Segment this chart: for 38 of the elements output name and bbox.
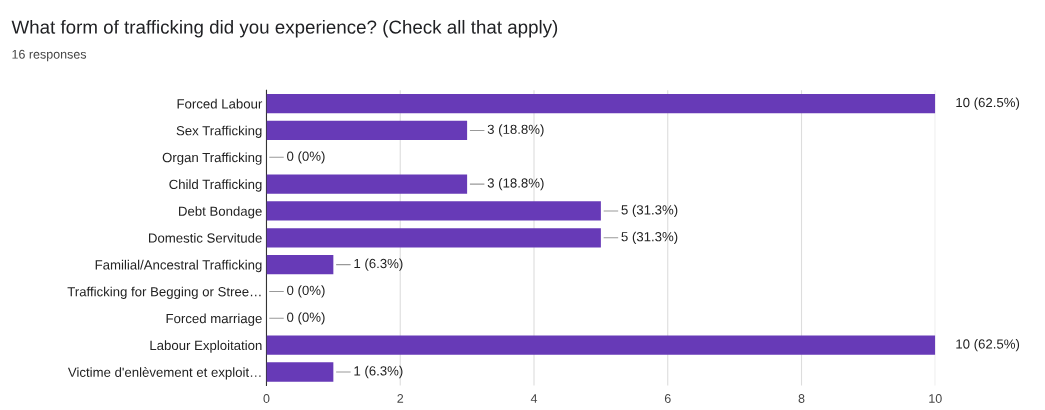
data-label: 0 (0%): [287, 151, 325, 164]
bar: [266, 335, 936, 355]
data-label: 0 (0%): [287, 312, 325, 325]
data-label: 10 (62.5%): [956, 339, 1020, 352]
data-label: 5 (31.3%): [621, 204, 678, 218]
bar: [266, 228, 601, 248]
y-tick-label: Child Trafficking: [169, 179, 262, 192]
y-tick-label: Labour Exploitation: [150, 340, 262, 353]
y-tick-label: Forced Labour: [177, 98, 263, 109]
data-label: 0 (0%): [287, 285, 325, 298]
y-tick-label: Debt Bondage: [179, 206, 262, 219]
bar: [266, 93, 936, 114]
y-tick-label: Trafficking for Begging or Stree…: [67, 286, 261, 299]
x-tick-label: 8: [798, 394, 805, 403]
bar: [266, 120, 468, 141]
data-label: 10 (62.5%): [956, 97, 1020, 110]
data-label: 1 (6.3%): [354, 365, 403, 379]
bar: [266, 254, 334, 275]
y-tick-label: Domestic Servitude: [149, 233, 262, 243]
x-tick-label: 4: [530, 394, 538, 403]
chart-title: What form of trafficking did you experience? (Check all that apply): [11, 19, 558, 38]
bar: [266, 174, 468, 194]
y-tick-label: Sex Trafficking: [176, 125, 262, 138]
data-label: 3 (18.8%): [487, 177, 544, 191]
text: 16 responses: [12, 49, 87, 62]
y-tick-label: Organ Trafficking: [162, 152, 262, 165]
data-label: 1 (6.3%): [354, 258, 403, 271]
x-tick-label: 6: [664, 394, 671, 403]
y-tick-label: Forced marriage: [166, 313, 262, 326]
bar: [266, 201, 601, 221]
x-tick-label: 2: [397, 394, 404, 403]
bar: [266, 362, 334, 382]
data-label: 5 (31.3%): [621, 231, 678, 244]
x-tick-label: 10: [929, 394, 942, 403]
data-label: 3 (18.8%): [487, 124, 544, 137]
x-tick-label: 0: [263, 394, 270, 403]
y-tick-label: Victime d'enlèvement et exploit…: [67, 367, 261, 380]
y-tick-label: Familial/Ancestral Trafficking: [95, 259, 262, 273]
